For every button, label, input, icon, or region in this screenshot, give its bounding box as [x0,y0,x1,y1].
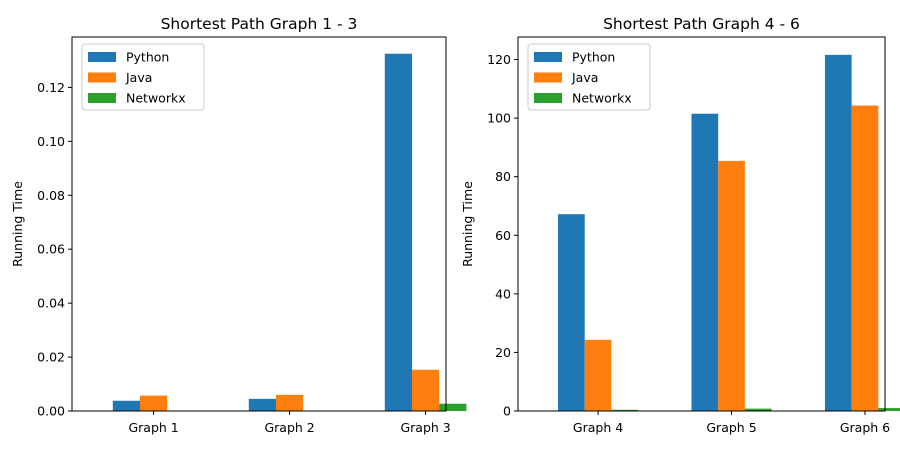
x-tick-label: Graph 1 [128,420,178,435]
y-axis-label: Running Time [10,181,25,267]
bar-networkx-graph-3 [439,403,467,411]
x-tick-label: Graph 6 [840,420,890,435]
chart-left: 0.00 0.02 0.04 0.06 0.08 0.10 0.12 Graph 1 Graph… [10,15,467,435]
bar-python-graph-4 [558,214,585,411]
bar-java-graph-5 [718,160,745,411]
legend-swatch-python [88,52,116,62]
y-tick-label: 40 [495,286,511,301]
chart-title: Shortest Path Graph 4 - 6 [603,15,800,33]
legend-label-networkx: Networkx [572,91,632,106]
bar-java-graph-2 [276,394,304,411]
x-tick-label: Graph 4 [573,420,623,435]
legend-swatch-java [534,72,562,83]
chart-title: Shortest Path Graph 1 - 3 [161,15,358,33]
bar-python-graph-1 [112,400,140,411]
bar-java-graph-3 [412,369,440,411]
y-tick-label: 0.06 [37,242,65,257]
y-tick-label: 0.12 [37,80,65,95]
bar-python-graph-3 [384,53,412,411]
y-tick-label: 120 [487,52,511,67]
bar-python-graph-6 [824,54,852,412]
y-tick-label: 0.10 [37,134,65,149]
y-tick-label: 0.00 [37,404,65,419]
bar-java-graph-4 [584,339,612,411]
y-tick-label: 0 [503,404,511,419]
bar-java-graph-6 [851,105,879,411]
bar-python-graph-2 [248,398,276,411]
legend-swatch-networkx [534,93,562,103]
bar-networkx-graph-4 [611,409,639,411]
legend-label-networkx: Networkx [126,91,186,106]
chart-right: 0 20 40 60 80 100 120 Graph 4 Graph 5 Graph 6 Shor… [460,15,900,435]
y-tick-label: 100 [487,111,511,126]
x-tick-label: Graph 3 [400,420,450,435]
y-tick-label: 80 [495,169,511,184]
x-tick-label: Graph 5 [706,420,756,435]
legend-label-python: Python [572,50,615,65]
legend-label-python: Python [126,50,169,65]
axes-frame [71,36,447,412]
legend-label-java: Java [571,70,598,85]
bar-python-graph-5 [691,113,719,411]
y-axis-label: Running Time [460,181,475,267]
legend-swatch-networkx [88,93,116,103]
bar-networkx-graph-5 [744,408,772,411]
y-tick-label: 0.08 [37,188,65,203]
y-tick-label: 60 [495,228,511,243]
y-tick-label: 0.04 [37,296,65,311]
legend-label-java: Java [125,70,152,85]
x-tick-label: Graph 2 [264,420,314,435]
axes-frame [517,36,886,412]
legend-swatch-python [534,52,562,62]
y-tick-label: 20 [495,345,511,360]
bar-java-graph-1 [140,395,168,411]
bar-networkx-graph-6 [878,408,900,411]
y-tick-label: 0.02 [37,350,65,365]
legend-swatch-java [88,72,116,83]
